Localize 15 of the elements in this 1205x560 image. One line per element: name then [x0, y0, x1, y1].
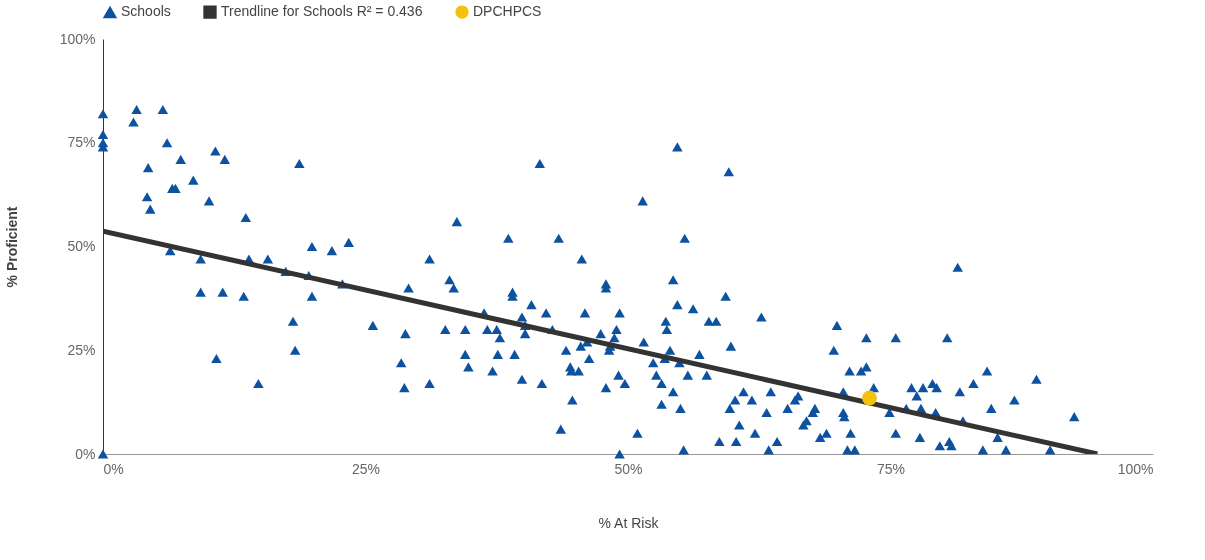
x-tick-label: 0% [103, 460, 124, 477]
x-tick-label: 50% [614, 460, 643, 477]
legend-label: DPCHPCS [473, 3, 542, 20]
x-tick-label: 25% [351, 460, 381, 477]
y-tick-label: 100% [59, 30, 96, 47]
x-tick-label: 100% [1117, 460, 1154, 477]
x-tick-label: 75% [876, 460, 906, 477]
legend-label: Schools [121, 3, 171, 20]
x-axis-title: % At Risk [598, 514, 660, 531]
y-tick-label: 25% [67, 341, 96, 358]
y-tick-label: 50% [67, 238, 96, 254]
legend-label: Trendline for Schools R² = 0.436 [221, 3, 423, 20]
y-tick-label: 75% [67, 134, 96, 151]
y-axis-title: % Proficient [3, 206, 20, 288]
y-tick-label: 0% [75, 445, 96, 462]
